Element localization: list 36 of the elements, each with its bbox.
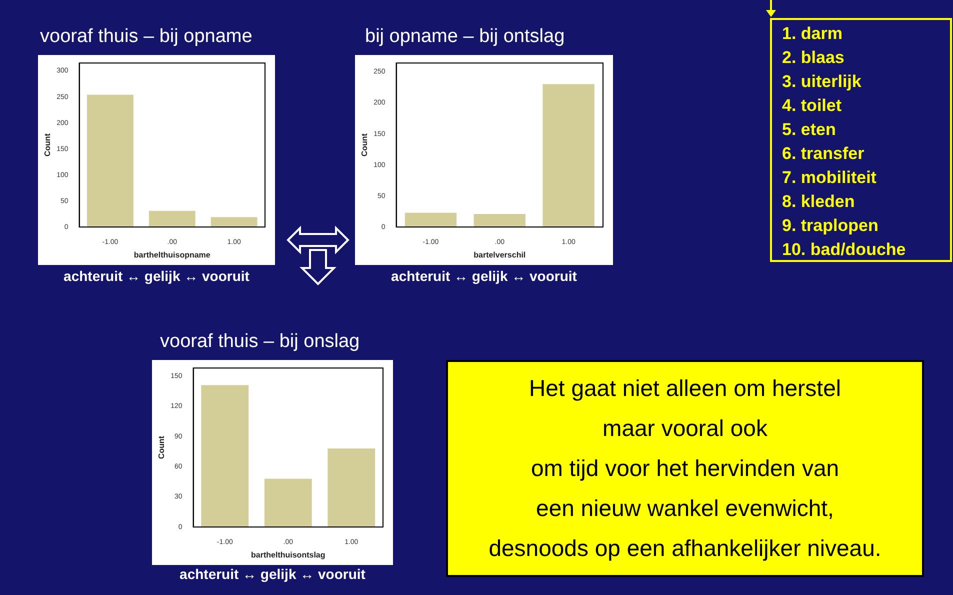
text: 10. bad/douche [782,239,907,261]
text: 8. kleden [782,191,856,213]
text: 4. toilet [782,95,843,117]
bar [328,448,376,527]
text: 1. darm [782,23,844,45]
text: 5. eten [782,119,837,141]
chart-title: vooraf thuis – bij opname [40,26,252,48]
text: een nieuw wankel evenwicht, [535,495,835,522]
bar [264,478,312,527]
bar [148,210,196,227]
x-axis-title: barthelthuisopname [134,250,211,260]
y-axis-title: Count [43,133,52,157]
bar [87,94,134,227]
text: achteruit ↔ gelijk ↔ vooruit [178,566,366,582]
text: 7. mobiliteit [782,167,878,189]
text: achteruit ↔ gelijk ↔ vooruit [390,268,578,284]
text: 9. traplopen [782,215,880,237]
bar [201,385,249,527]
x-axis-title: barthelthuisontslag [251,550,326,560]
text: 6. transfer [782,143,866,165]
text: desnoods op een afhankelijker niveau. [488,535,882,562]
text: achteruit ↔ gelijk ↔ vooruit [62,268,250,284]
bar [210,217,258,227]
bar [542,84,594,227]
bar [474,214,526,227]
chart-title: bij opname – bij ontslag [365,26,565,48]
text: maar vooral ook [602,414,768,442]
text: 2. blaas [782,47,846,69]
bar [404,212,457,227]
text: 3. uiterlijk [782,71,862,93]
y-axis-title: Count [360,133,370,157]
x-axis-title: bartelverschil [474,250,526,260]
text: om tijd voor het hervinden van [530,454,840,482]
chart-title: vooraf thuis – bij onslag [160,331,360,353]
y-axis-title: Count [157,436,166,460]
text: Het gaat niet alleen om herstel [528,374,842,402]
